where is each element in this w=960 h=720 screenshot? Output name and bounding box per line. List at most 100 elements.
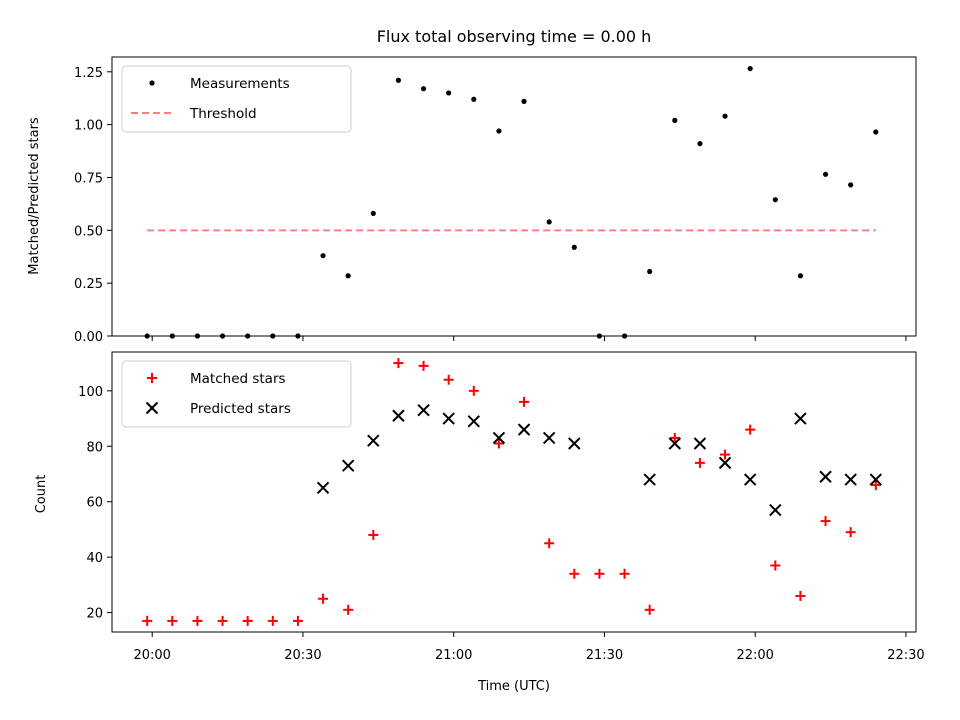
bottom-series-predicted-stars-point-b: [568, 437, 581, 450]
bottom-series-predicted-stars-point: [467, 415, 481, 428]
bottom-xtick-label: 20:00: [133, 648, 170, 663]
top-series-measurements-point: [672, 117, 678, 124]
top-y-axis-label: Matched/Predicted stars: [27, 117, 42, 275]
chart-title: Flux total observing time = 0.00 h: [377, 27, 652, 46]
bottom-series-predicted-stars-point: [517, 423, 531, 436]
top-series-measurements-point: [420, 86, 427, 92]
bottom-series-matched-stars-point: [217, 615, 228, 626]
top-series-measurements-point: [647, 268, 653, 275]
bottom-series-predicted-stars-point: [492, 431, 506, 445]
bottom-series-predicted-stars-point: [869, 473, 883, 486]
bottom-series-predicted-stars-point-b: [492, 431, 506, 445]
top-legend: Measurements Threshold: [121, 65, 352, 133]
bottom-series-matched-stars-point: [694, 457, 705, 468]
bottom-series-predicted-stars-point-b: [844, 473, 857, 486]
top-series-measurements-point: [521, 98, 527, 104]
top-legend-label: Threshold: [189, 106, 257, 122]
bottom-series-predicted-stars-point-b: [467, 415, 481, 428]
bottom-series-predicted-stars-point: [392, 409, 405, 422]
bottom-series-predicted-stars-point-b: [643, 473, 656, 486]
top-legend-box: [121, 65, 352, 133]
bottom-series-matched-stars-point: [795, 590, 806, 601]
top-series-measurements-point: [848, 182, 854, 188]
top-series-measurements-point: [772, 197, 778, 203]
top-series-measurements-point: [797, 273, 804, 279]
top-ytick-label: 0.50: [74, 224, 103, 239]
bottom-series-matched-stars-point: [569, 568, 580, 579]
x-axis-label: Time (UTC): [477, 679, 550, 694]
bottom-series-matched-stars-point: [368, 529, 379, 540]
bottom-series-matched-stars-point: [242, 615, 253, 626]
top-series-measurements-point: [320, 253, 326, 259]
top-series-measurements-point: [446, 90, 452, 96]
bottom-series-predicted-stars-point: [743, 473, 757, 486]
bottom-series-matched-stars-point: [167, 615, 178, 626]
bottom-series-matched-stars-point: [845, 527, 856, 538]
bottom-xtick-label: 22:30: [887, 648, 924, 663]
bottom-series-predicted-stars-point-b: [718, 456, 732, 470]
bottom-series-predicted-stars-point: [668, 437, 682, 450]
bottom-series-matched-stars-point: [393, 358, 404, 369]
top-series-measurements-point: [395, 77, 402, 83]
bottom-series-predicted-stars-point: [819, 470, 832, 483]
bottom-series-matched-stars-point: [720, 449, 731, 460]
bottom-series-predicted-stars-point: [417, 404, 430, 417]
bottom-series-predicted-stars-point-b: [442, 412, 455, 425]
bottom-series-predicted-stars-point: [341, 459, 355, 472]
top-series-measurements-point: [496, 128, 502, 134]
bottom-series-matched-stars-point: [870, 480, 881, 491]
bottom-series-predicted-stars-point: [367, 434, 380, 447]
top-panel: 0.00 0.25 0.50 0.75 1.00 1.25 Measurements Thre…: [74, 56, 917, 345]
bottom-series-predicted-stars-point: [568, 437, 581, 450]
top-ytick-label: 1.25: [74, 66, 103, 81]
bottom-series-predicted-stars-point: [844, 473, 857, 486]
bottom-series-predicted-stars-point-b: [392, 409, 405, 422]
bottom-legend-label: Predicted stars: [190, 401, 291, 417]
top-series-measurements-point: [345, 273, 351, 279]
bottom-series-matched-stars-point: [267, 615, 278, 626]
bottom-ytick-label: 20: [86, 607, 103, 622]
bottom-series-predicted-stars-point: [693, 437, 707, 450]
bottom-series-predicted-stars-point-b: [693, 437, 707, 450]
bottom-series-predicted-stars-point-b: [542, 431, 556, 445]
bottom-series-matched-stars-point: [443, 374, 454, 385]
bottom-series-predicted-stars-point-b: [819, 470, 832, 483]
bottom-series-matched-stars-point: [644, 604, 655, 615]
bottom-series-predicted-stars-point-b: [367, 434, 380, 447]
bottom-series-matched-stars-point: [292, 615, 303, 626]
bottom-series-predicted-stars-point-b: [794, 412, 807, 425]
bottom-series-predicted-stars-point-b: [668, 437, 682, 450]
bottom-series-predicted-stars-point-b: [869, 473, 883, 486]
top-series-measurements-point: [370, 210, 376, 217]
bottom-series-matched-stars-point: [318, 593, 329, 604]
bottom-series-predicted-stars-point-b: [517, 423, 531, 436]
bottom-xtick-label: 20:30: [284, 648, 321, 663]
bottom-series-matched-stars-point: [418, 360, 429, 371]
bottom-series-predicted-stars-point-b: [341, 459, 355, 472]
bottom-legend-marker: [147, 373, 157, 383]
top-series-measurements-point: [546, 219, 552, 225]
bottom-series-matched-stars-point: [669, 432, 680, 443]
bottom-y-axis-label: Count: [34, 475, 49, 514]
bottom-panel: 20 40 60 80 100 20:00 20:30 21:00 21:30 22:00 22:3…: [78, 351, 925, 663]
bottom-legend-marker-b: [145, 401, 159, 415]
bottom-series-matched-stars-point: [192, 615, 203, 626]
bottom-legend-marker: [145, 401, 159, 415]
bottom-series-matched-stars-point: [493, 438, 504, 449]
bottom-series-matched-stars-point: [142, 615, 153, 626]
bottom-series-matched-stars-point: [745, 424, 756, 435]
bottom-ytick-label: 40: [86, 551, 103, 566]
bottom-xtick-label: 21:30: [586, 648, 623, 663]
bottom-ytick-label: 60: [86, 496, 103, 511]
bottom-series-predicted-stars-point: [316, 481, 330, 495]
bottom-axes-frame: [111, 351, 917, 633]
bottom-series-predicted-stars-point: [542, 431, 556, 445]
bottom-ytick-label: 80: [86, 440, 103, 455]
bottom-series-predicted-stars-point-b: [316, 481, 330, 495]
bottom-series-matched-stars: [142, 358, 881, 626]
top-ytick-label: 1.00: [74, 119, 103, 134]
bottom-series-predicted-stars-point: [442, 412, 455, 425]
bottom-series-matched-stars-point: [770, 560, 781, 571]
